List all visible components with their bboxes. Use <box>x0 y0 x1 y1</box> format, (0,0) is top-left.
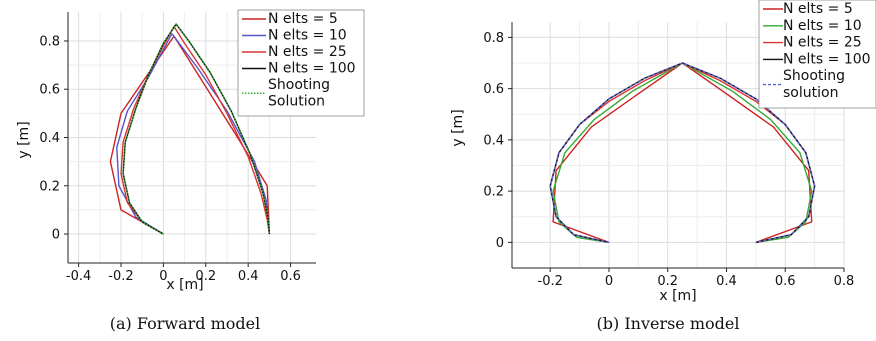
forward-legend-label-3: N elts = 100 <box>268 61 356 77</box>
inverse-y-axis-label: y [m] <box>450 109 466 146</box>
forward-y-axis-label: y [m] <box>16 121 32 158</box>
inverse-x-tick-label: 0.6 <box>775 274 796 289</box>
forward-tick-labels: -0.4 -0.2 0 0.2 0.4 0.6 0 0.2 0.4 0.6 0.8 <box>39 34 301 284</box>
forward-x-tick-label: -0.2 <box>108 269 133 284</box>
inverse-x-tick-label: 0.2 <box>657 274 678 289</box>
forward-series-group <box>109 23 271 235</box>
inverse-x-tick-label: 0.4 <box>716 274 737 289</box>
inverse-y-tick-label: 0.6 <box>483 82 504 97</box>
forward-legend-label-0: N elts = 5 <box>268 11 338 27</box>
inverse-series-group <box>549 62 816 244</box>
inverse-x-axis-label: x [m] <box>659 288 696 304</box>
forward-legend-box <box>237 9 365 117</box>
inverse-y-tick-label: 0.2 <box>483 185 504 200</box>
forward-caption: (a) Forward model <box>110 314 260 333</box>
inverse-y-tick-label: 0.8 <box>483 31 504 46</box>
inverse-legend-box <box>758 0 876 109</box>
inverse-legend-label-5: solution <box>783 85 838 101</box>
forward-x-tick-label: 0.4 <box>238 269 259 284</box>
inverse-legend-label-0: N elts = 5 <box>783 1 853 17</box>
inverse-caption: (b) Inverse model <box>597 314 740 333</box>
forward-x-axis-label: x [m] <box>166 277 203 293</box>
forward-y-tick-label: 0.4 <box>39 131 60 146</box>
forward-legend-label-2: N elts = 25 <box>268 44 347 60</box>
forward-series-line-1 <box>116 33 271 235</box>
forward-series-line-4 <box>122 23 271 235</box>
forward-x-tick-label: 0.6 <box>280 269 301 284</box>
forward-y-tick-label: 0.6 <box>39 83 60 98</box>
inverse-tick-labels: -0.2 0 0.2 0.4 0.6 0.8 0 0.2 0.4 0.6 0.8 <box>483 31 854 289</box>
inverse-legend-label-4: Shooting <box>783 68 845 84</box>
inverse-series-line-4 <box>549 62 816 244</box>
forward-x-tick-label: -0.4 <box>66 269 91 284</box>
inverse-legend-label-2: N elts = 25 <box>783 35 862 51</box>
inverse-axes <box>511 22 844 269</box>
forward-series-line-0 <box>109 35 271 235</box>
forward-legend-label-1: N elts = 10 <box>268 28 347 44</box>
forward-legend: N elts = 5N elts = 10N elts = 25N elts =… <box>237 9 365 117</box>
forward-x-tick-label: 0.2 <box>195 269 216 284</box>
forward-y-tick-label: 0 <box>52 228 60 243</box>
forward-model-panel: -0.4 -0.2 0 0.2 0.4 0.6 0 0.2 0.4 0.6 0.8 x [m] y … <box>16 9 365 333</box>
inverse-legend: N elts = 5N elts = 10N elts = 25N elts =… <box>758 0 876 109</box>
forward-y-tick-label: 0.2 <box>39 179 60 194</box>
inverse-x-tick-label: 0.8 <box>834 274 855 289</box>
inverse-legend-label-3: N elts = 100 <box>783 51 871 67</box>
forward-legend-label-5: Solution <box>268 94 325 110</box>
inverse-y-tick-label: 0 <box>496 236 504 251</box>
inverse-x-tick-label: 0 <box>605 274 613 289</box>
forward-x-tick-label: 0 <box>159 269 167 284</box>
forward-y-tick-label: 0.8 <box>39 34 60 49</box>
inverse-x-tick-label: -0.2 <box>538 274 563 289</box>
inverse-model-panel: -0.2 0 0.2 0.4 0.6 0.8 0 0.2 0.4 0.6 0.8 x [m] y [… <box>450 0 876 333</box>
forward-legend-label-4: Shooting <box>268 77 330 93</box>
inverse-legend-label-1: N elts = 10 <box>783 18 862 34</box>
inverse-y-tick-label: 0.4 <box>483 133 504 148</box>
